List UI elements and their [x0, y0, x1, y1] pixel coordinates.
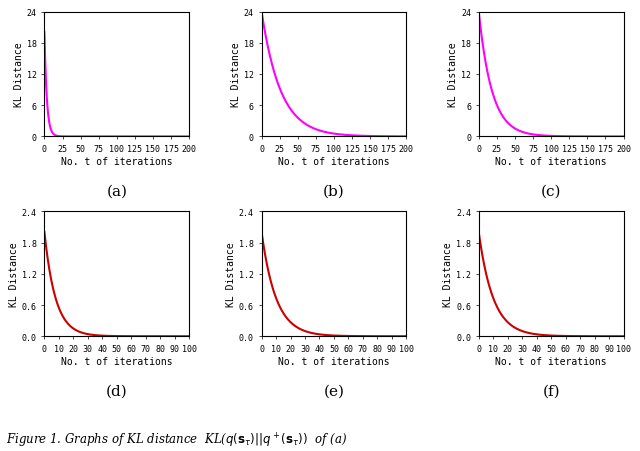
Text: (f): (f)	[542, 384, 560, 398]
Y-axis label: KL Distance: KL Distance	[226, 242, 236, 306]
Y-axis label: KL Distance: KL Distance	[9, 242, 19, 306]
X-axis label: No. t of iterations: No. t of iterations	[61, 356, 173, 366]
Text: (c): (c)	[541, 184, 561, 198]
X-axis label: No. t of iterations: No. t of iterations	[61, 156, 173, 166]
Y-axis label: KL Distance: KL Distance	[231, 42, 241, 107]
Text: (a): (a)	[106, 184, 127, 198]
X-axis label: No. t of iterations: No. t of iterations	[495, 356, 607, 366]
Text: (d): (d)	[106, 384, 127, 398]
Y-axis label: KL Distance: KL Distance	[444, 242, 453, 306]
Text: Figure 1. Graphs of KL distance  KL($q(\mathbf{s}_\tau)||q^+(\mathbf{s}_\tau))$ : Figure 1. Graphs of KL distance KL($q(\m…	[6, 431, 348, 449]
Y-axis label: KL Distance: KL Distance	[14, 42, 24, 107]
Y-axis label: KL Distance: KL Distance	[448, 42, 458, 107]
Text: (b): (b)	[323, 184, 345, 198]
X-axis label: No. t of iterations: No. t of iterations	[278, 356, 390, 366]
X-axis label: No. t of iterations: No. t of iterations	[495, 156, 607, 166]
X-axis label: No. t of iterations: No. t of iterations	[278, 156, 390, 166]
Text: (e): (e)	[323, 384, 344, 398]
